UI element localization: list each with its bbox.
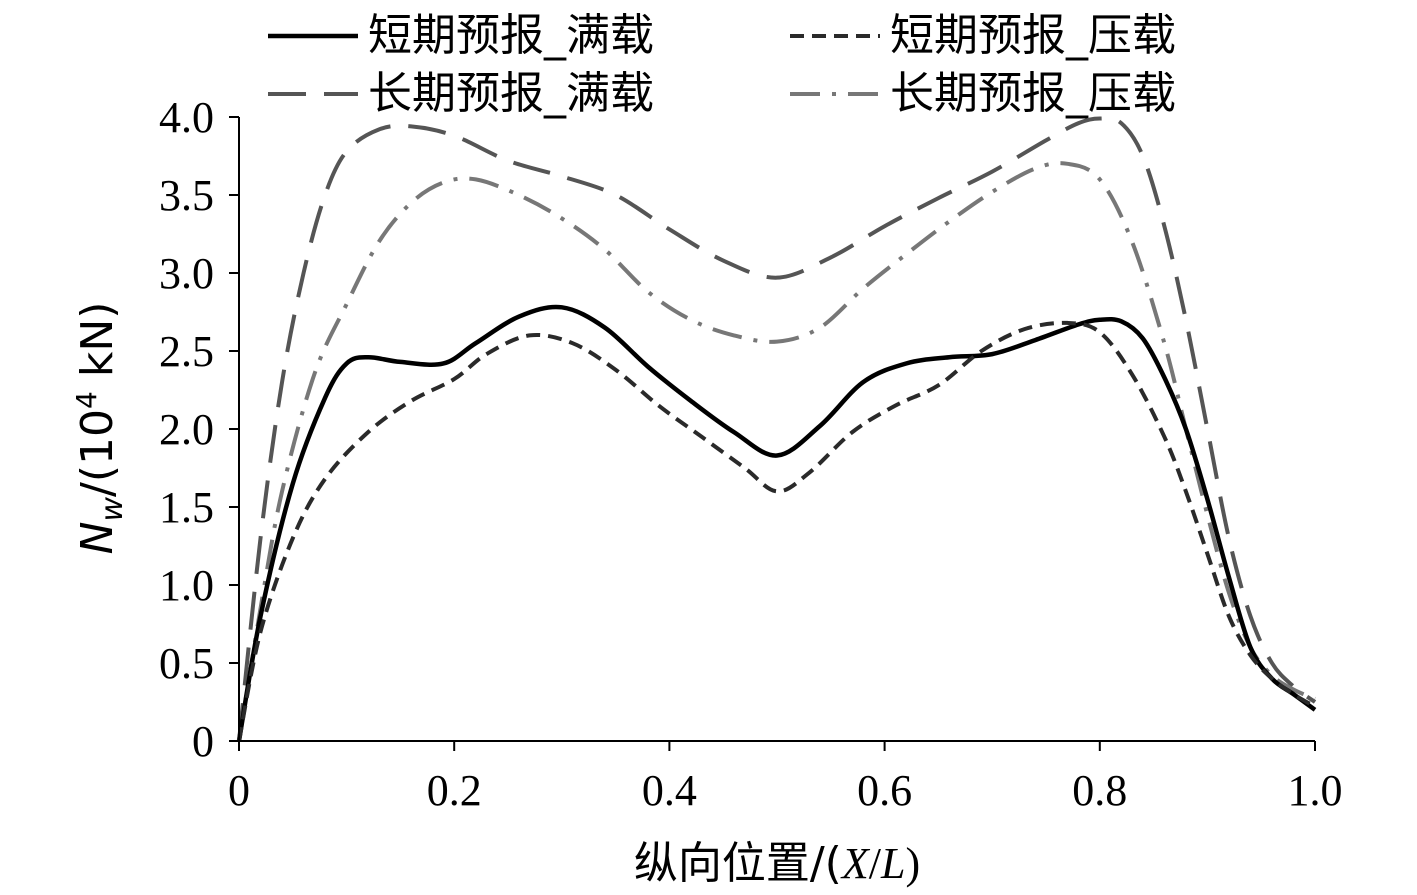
series-line-3 <box>237 116 1317 742</box>
legend-label-3: 长期预报_满载 <box>368 68 654 119</box>
axes <box>238 117 1315 742</box>
series-line-4 <box>237 161 1316 742</box>
plot-lines <box>236 116 1317 742</box>
y-tick-label: 0.5 <box>159 639 214 688</box>
x-axis-title: 纵向位置/(X/L) <box>634 838 920 889</box>
x-tick-label: 0.4 <box>642 766 697 815</box>
y-tick-label: 2.5 <box>159 327 214 376</box>
y-tick-label: 4.0 <box>159 93 214 142</box>
ticks <box>229 116 1316 751</box>
y-tick-label: 0 <box>192 717 214 766</box>
x-tick-label: 0 <box>228 766 250 815</box>
y-tick-label: 1.5 <box>159 483 214 532</box>
tick-labels: 0 0.2 0.4 0.6 0.8 1.0 0 0.5 1.0 1.5 2.0 2.5 3.0 3.5 4.… <box>159 93 1343 815</box>
y-tick-label: 2.0 <box>159 405 214 454</box>
x-tick-label: 0.2 <box>427 766 482 815</box>
legend-label-2: 短期预报_压载 <box>890 10 1176 61</box>
series-line-2 <box>237 320 1317 742</box>
x-tick-label: 1.0 <box>1288 766 1343 815</box>
x-tick-label: 0.6 <box>857 766 912 815</box>
y-axis-title: Nw/(104 kN) <box>70 302 130 555</box>
series-line-1 <box>236 304 1317 742</box>
x-tick-label: 0.8 <box>1072 766 1127 815</box>
legend-label-1: 短期预报_满载 <box>368 10 654 61</box>
legend-label-4: 长期预报_压载 <box>890 68 1176 119</box>
y-tick-label: 3.0 <box>159 249 214 298</box>
y-tick-label: 3.5 <box>159 171 214 220</box>
y-tick-label: 1.0 <box>159 561 214 610</box>
